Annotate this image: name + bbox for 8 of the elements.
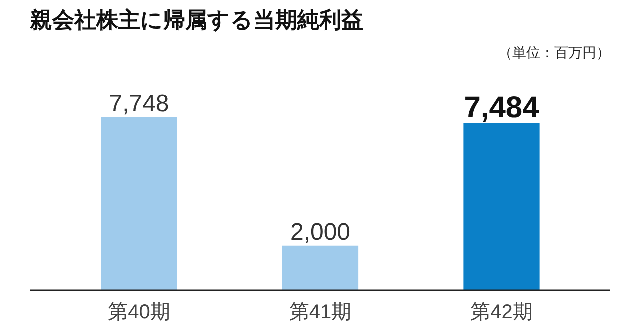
chart-subtitle: （単位：百万円） [498,44,610,60]
x-tick-label: 第41期 [289,302,352,324]
chart-title: 親会社株主に帰属する当期純利益 [30,8,364,32]
x-tick-label: 第40期 [108,302,170,324]
x-tick-label: 第42期 [470,302,533,324]
data-label: 2,000 [290,218,351,246]
data-label: 7,484 [464,91,540,124]
data-label: 7,748 [109,90,170,118]
